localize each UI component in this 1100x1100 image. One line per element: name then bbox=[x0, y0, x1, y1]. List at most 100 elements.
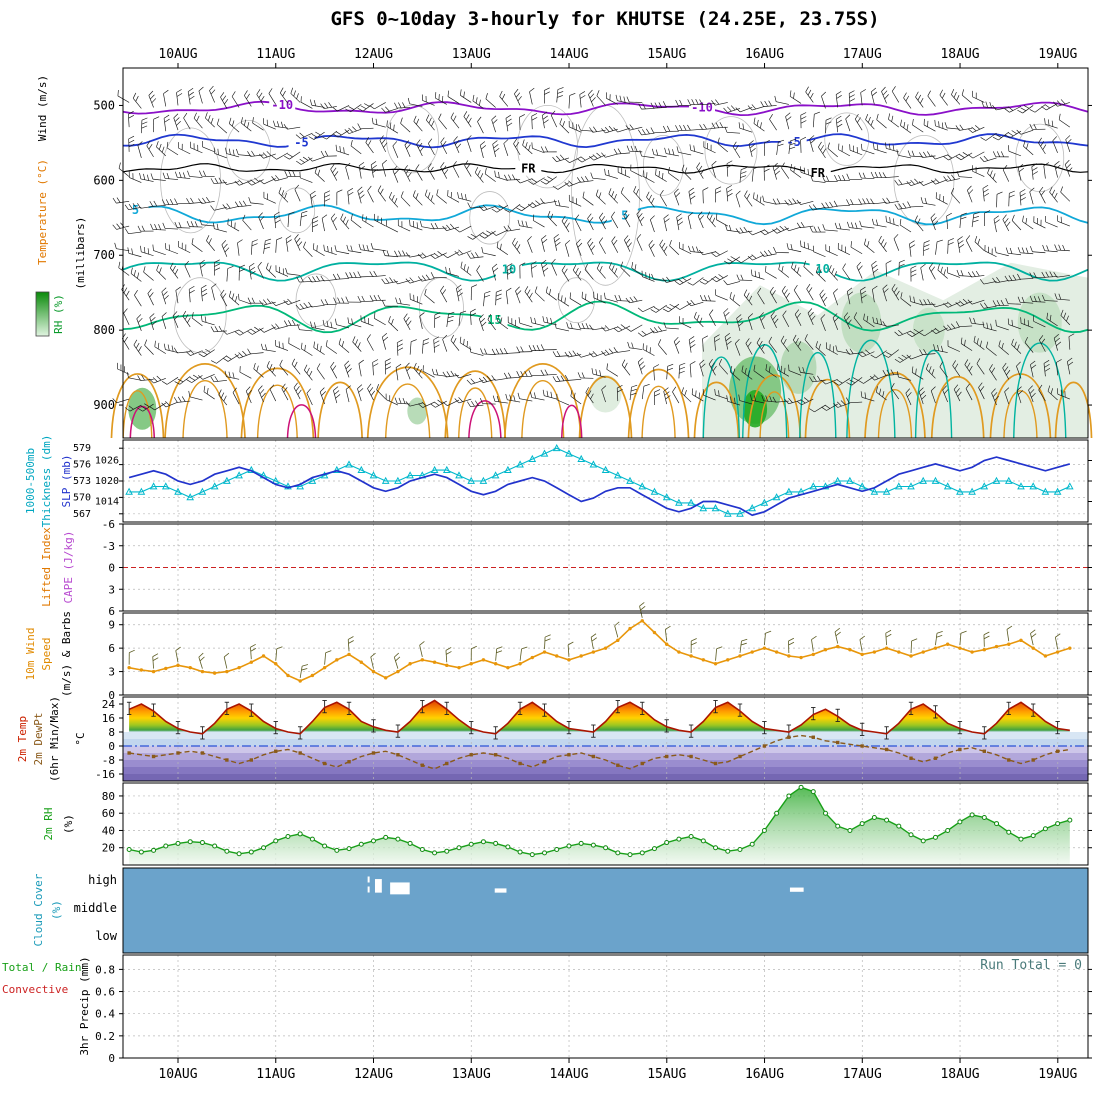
label-millibars: (millibars) bbox=[74, 217, 87, 290]
svg-text:9: 9 bbox=[108, 619, 115, 632]
label-wind-units: Wind (m/s) bbox=[36, 75, 49, 141]
label-degc: °C bbox=[74, 732, 87, 745]
label-2m-temp: 2m Temp bbox=[16, 716, 29, 762]
svg-text:567: 567 bbox=[73, 509, 91, 520]
svg-text:5: 5 bbox=[621, 208, 628, 222]
svg-text:-6: -6 bbox=[102, 518, 115, 531]
label-10m-wind-3: (m/s) & Barbs bbox=[60, 611, 73, 697]
label-convective: Convective bbox=[2, 983, 68, 996]
svg-text:1020: 1020 bbox=[95, 476, 119, 487]
svg-text:17AUG: 17AUG bbox=[843, 47, 882, 62]
svg-text:12AUG: 12AUG bbox=[354, 1067, 393, 1082]
svg-text:80: 80 bbox=[102, 790, 115, 803]
svg-text:16AUG: 16AUG bbox=[745, 47, 784, 62]
svg-text:18AUG: 18AUG bbox=[940, 1067, 979, 1082]
label-10m-wind-2: Speed bbox=[40, 637, 53, 670]
svg-text:18AUG: 18AUG bbox=[940, 47, 979, 62]
label-cape: CAPE (J/kg) bbox=[62, 531, 75, 604]
svg-text:-10: -10 bbox=[691, 101, 713, 115]
label-slp: SLP (mb) bbox=[60, 455, 73, 508]
svg-text:0: 0 bbox=[108, 689, 115, 702]
svg-text:1026: 1026 bbox=[95, 456, 119, 467]
wind10m-panel bbox=[127, 602, 1072, 683]
svg-text:0: 0 bbox=[108, 740, 115, 753]
svg-text:3: 3 bbox=[108, 666, 115, 679]
label-2m-dewpt: 2m DewPt bbox=[32, 713, 45, 766]
svg-text:5: 5 bbox=[132, 203, 139, 217]
cloud-panel bbox=[123, 868, 1088, 953]
svg-text:11AUG: 11AUG bbox=[256, 1067, 295, 1082]
svg-text:8: 8 bbox=[108, 726, 115, 739]
svg-text:16: 16 bbox=[102, 712, 115, 725]
svg-text:700: 700 bbox=[93, 248, 115, 262]
label-minmax: (6hr Min/Max) bbox=[48, 696, 61, 782]
svg-text:15: 15 bbox=[487, 313, 501, 327]
svg-text:FR: FR bbox=[521, 162, 536, 176]
rh2m-panel bbox=[126, 784, 1073, 865]
svg-text:-8: -8 bbox=[102, 754, 115, 767]
svg-text:13AUG: 13AUG bbox=[452, 1067, 491, 1082]
page-title: GFS 0~10day 3-hourly for KHUTSE (24.25E,… bbox=[330, 8, 879, 30]
svg-text:14AUG: 14AUG bbox=[549, 1067, 588, 1082]
upper-air-wind-barbs bbox=[112, 85, 1075, 413]
svg-text:40: 40 bbox=[102, 824, 115, 837]
svg-text:13AUG: 13AUG bbox=[452, 47, 491, 62]
svg-text:0.4: 0.4 bbox=[95, 1008, 115, 1021]
svg-text:576: 576 bbox=[73, 460, 91, 471]
svg-text:0.2: 0.2 bbox=[95, 1030, 115, 1043]
svg-text:600: 600 bbox=[93, 173, 115, 187]
cloud-level-high: high bbox=[88, 873, 117, 887]
svg-text:14AUG: 14AUG bbox=[549, 47, 588, 62]
svg-text:500: 500 bbox=[93, 98, 115, 112]
svg-text:19AUG: 19AUG bbox=[1038, 47, 1077, 62]
temp2m-panel bbox=[123, 699, 1088, 770]
svg-text:0.8: 0.8 bbox=[95, 963, 115, 976]
svg-text:579: 579 bbox=[73, 443, 91, 454]
svg-text:570: 570 bbox=[73, 492, 91, 503]
svg-text:6: 6 bbox=[108, 642, 115, 655]
svg-text:-10: -10 bbox=[271, 98, 293, 112]
label-2m-rh: 2m RH bbox=[42, 807, 55, 840]
label-lifted-index: Lifted Index bbox=[40, 527, 53, 607]
cloud-level-middle: middle bbox=[74, 901, 117, 915]
svg-text:20: 20 bbox=[102, 842, 115, 855]
svg-text:10: 10 bbox=[815, 262, 829, 276]
svg-text:16AUG: 16AUG bbox=[745, 1067, 784, 1082]
svg-text:3: 3 bbox=[108, 583, 115, 596]
svg-text:FR: FR bbox=[811, 166, 826, 180]
label-cloud-pct: (%) bbox=[50, 900, 63, 920]
svg-text:17AUG: 17AUG bbox=[843, 1067, 882, 1082]
label-rh-pct: (%) bbox=[62, 814, 75, 834]
label-10m-wind-1: 10m Wind bbox=[24, 628, 37, 681]
svg-text:19AUG: 19AUG bbox=[1038, 1067, 1077, 1082]
label-temperature-units: Temperature (°C) bbox=[36, 159, 49, 265]
svg-text:60: 60 bbox=[102, 807, 115, 820]
label-3hr-precip: 3hr Precip (mm) bbox=[78, 956, 91, 1055]
svg-text:12AUG: 12AUG bbox=[354, 47, 393, 62]
svg-text:15AUG: 15AUG bbox=[647, 47, 686, 62]
svg-text:24: 24 bbox=[102, 698, 116, 711]
svg-text:-5: -5 bbox=[294, 135, 308, 149]
cloud-level-low: low bbox=[95, 929, 117, 943]
svg-text:1014: 1014 bbox=[95, 497, 119, 508]
svg-text:-3: -3 bbox=[102, 540, 115, 553]
svg-text:800: 800 bbox=[93, 323, 115, 337]
rh-colorbar bbox=[35, 291, 50, 337]
svg-text:900: 900 bbox=[93, 398, 115, 412]
svg-text:573: 573 bbox=[73, 476, 91, 487]
svg-text:0.6: 0.6 bbox=[95, 986, 115, 999]
svg-text:15AUG: 15AUG bbox=[647, 1067, 686, 1082]
svg-text:-5: -5 bbox=[786, 135, 800, 149]
label-cloud-cover: Cloud Cover bbox=[32, 873, 45, 946]
label-rh-units: RH (%) bbox=[52, 294, 65, 334]
svg-text:0: 0 bbox=[108, 1052, 115, 1065]
svg-text:10AUG: 10AUG bbox=[158, 1067, 197, 1082]
svg-text:0: 0 bbox=[108, 562, 115, 575]
svg-text:10AUG: 10AUG bbox=[158, 47, 197, 62]
run-total-label: Run Total = 0 bbox=[980, 958, 1082, 973]
slp-thickness-panel bbox=[125, 443, 1074, 517]
svg-text:6: 6 bbox=[108, 605, 115, 618]
svg-text:11AUG: 11AUG bbox=[256, 47, 295, 62]
